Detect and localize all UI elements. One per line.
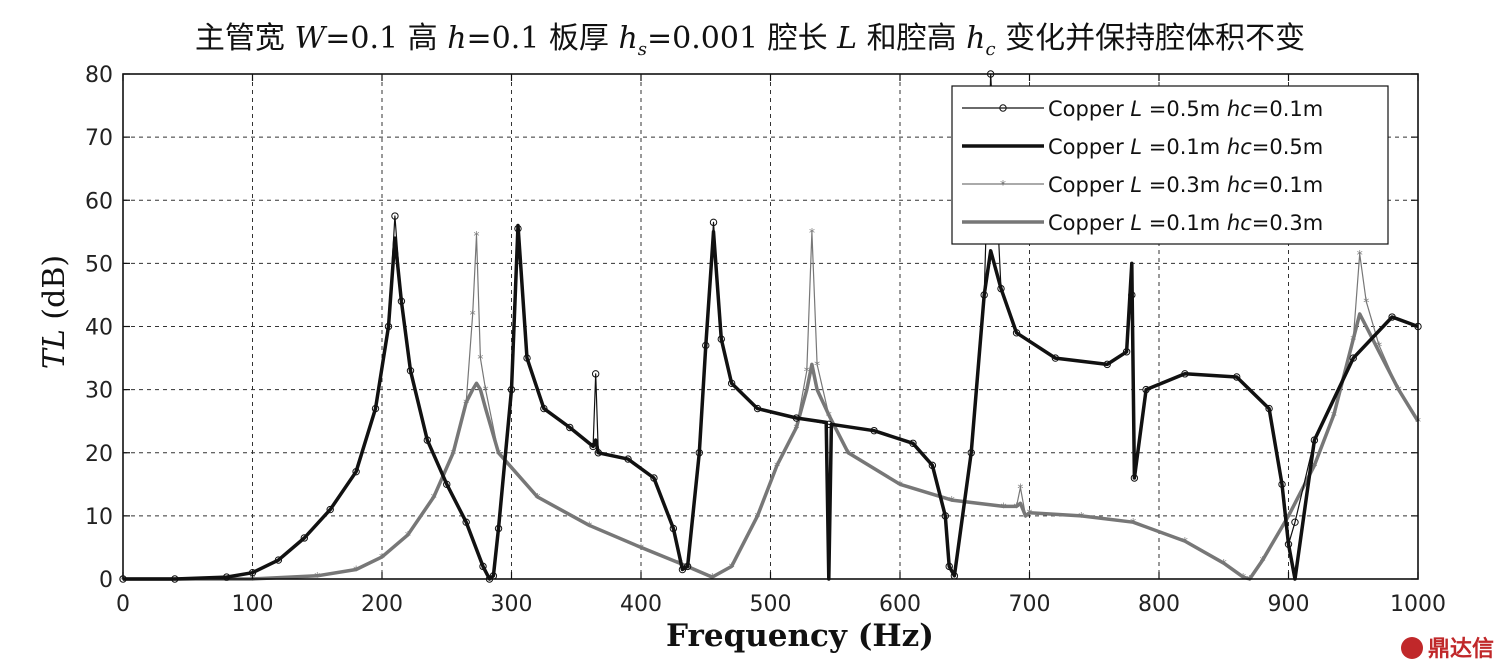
data-point [1291, 518, 1299, 526]
legend-label: Copper L =0.3m hc=0.1m [1048, 173, 1323, 197]
data-point [391, 212, 399, 220]
legend-symbol: L [1130, 97, 1142, 121]
data-point: * [1357, 248, 1363, 262]
title-hs-subscript: s [638, 39, 647, 60]
title-part-3: =0.1 板厚 [467, 21, 619, 56]
y-tick-label: 30 [85, 379, 113, 404]
legend-entry-1: Copper L =0.5m hc=0.1m [962, 97, 1323, 121]
legend-marker: * [1000, 178, 1006, 192]
data-point: * [483, 384, 489, 398]
legend-entry-4: Copper L =0.1m hc=0.3m [962, 211, 1323, 235]
data-point: * [1363, 295, 1369, 309]
series-layer: * * * *************************** * **** * ****… [119, 70, 1422, 587]
title-part-6: 变化并保持腔体积不变 [996, 21, 1306, 56]
title-hc-symbol: h [966, 21, 985, 56]
legend-text-part: =0.1m [1252, 97, 1323, 121]
y-axis-symbol: TL [37, 329, 72, 369]
data-point [709, 218, 718, 227]
legend-symbol: hc [1227, 173, 1252, 197]
y-tick-label: 50 [85, 252, 113, 277]
legend-text-part: =0.1m [1252, 173, 1323, 197]
x-axis-label: Frequency (Hz) [666, 618, 934, 654]
legend-text-part: Copper [1048, 211, 1130, 235]
legend-symbol: L [1130, 173, 1142, 197]
legend-text-part: =0.3m [1142, 173, 1227, 197]
series-line [123, 312, 1420, 581]
legend-text-part: Copper [1048, 97, 1130, 121]
watermark-text: 鼎达信 [1428, 636, 1494, 662]
legend-text-part: =0.1m [1142, 135, 1227, 159]
title-w-symbol: W [294, 21, 327, 56]
y-tick-label: 10 [85, 505, 113, 530]
legend-symbol: hc [1227, 211, 1252, 235]
title-part-5: 和腔高 [857, 21, 966, 56]
legend-text-part: =0.5m [1142, 97, 1227, 121]
series-4 [123, 312, 1420, 581]
title-hc-subscript: c [985, 39, 995, 60]
x-tick-label: 500 [750, 592, 792, 617]
y-axis-unit: (dB) [37, 255, 72, 329]
data-point: * [814, 358, 820, 372]
legend-symbol: L [1130, 135, 1142, 159]
data-point: * [1376, 339, 1382, 353]
series-2 [123, 223, 1419, 581]
title-hs-symbol: h [618, 21, 637, 56]
y-tick-label: 70 [85, 126, 113, 151]
title-h-symbol: h [447, 21, 466, 56]
legend-label: Copper L =0.1m hc=0.3m [1048, 211, 1323, 235]
chart-title: 主管宽 W=0.1 高 h=0.1 板厚 hs=0.001 腔长 L 和腔高 h… [195, 21, 1305, 60]
x-tick-label: 600 [879, 592, 921, 617]
legend-entry-2: Copper L =0.1m hc=0.5m [962, 135, 1323, 159]
data-point [326, 505, 334, 514]
legend-text-part: Copper [1048, 173, 1130, 197]
data-point [300, 534, 308, 542]
x-tick-label: 200 [361, 592, 403, 617]
legend-label: Copper L =0.1m hc=0.5m [1048, 135, 1323, 159]
x-tick-label: 1000 [1390, 592, 1446, 617]
data-point: * [1017, 481, 1023, 495]
data-point [591, 370, 600, 378]
x-tick-label: 800 [1138, 592, 1180, 617]
title-part-4: =0.001 腔长 [647, 21, 837, 56]
data-point [566, 423, 574, 432]
legend-symbol: L [1130, 211, 1142, 235]
data-point: * [474, 229, 480, 243]
x-tick-label: 400 [620, 592, 662, 617]
legend-symbol: hc [1227, 97, 1252, 121]
title-part-2: =0.1 高 [325, 21, 447, 56]
legend-text-part: =0.3m [1252, 211, 1323, 235]
legend-text-part: Copper [1048, 135, 1130, 159]
x-tick-label: 700 [1009, 592, 1051, 617]
y-tick-label: 0 [99, 568, 113, 593]
legend-entry-3: * Copper L =0.3m hc=0.1m [962, 173, 1323, 197]
x-tick-label: 0 [116, 592, 130, 617]
x-tick-label: 900 [1268, 592, 1310, 617]
y-tick-label: 40 [85, 316, 113, 341]
data-point: * [470, 308, 476, 322]
title-l-symbol: L [836, 21, 857, 56]
axis-ticks: 0 100 200 300 400 500 600 700 800 900 1000 0 10 20 30 4… [85, 63, 1446, 617]
data-point: * [809, 226, 815, 240]
title-part-1: 主管宽 [195, 21, 295, 56]
y-tick-label: 20 [85, 442, 113, 467]
legend-box [951, 85, 1389, 245]
y-tick-label: 80 [85, 63, 113, 88]
watermark-logo-icon [1401, 637, 1423, 659]
y-tick-label: 60 [85, 189, 113, 214]
legend-text-part: =0.1m [1142, 211, 1227, 235]
data-point: * [477, 352, 483, 366]
legend-label: Copper L =0.5m hc=0.1m [1048, 97, 1323, 121]
legend-marker [999, 104, 1007, 112]
x-tick-label: 100 [232, 592, 274, 617]
series-line [123, 223, 1419, 581]
legend-text-part: =0.5m [1252, 135, 1323, 159]
legend-symbol: hc [1227, 135, 1252, 159]
y-axis-label: TL (dB) [37, 255, 72, 369]
data-point: * [804, 365, 810, 379]
watermark: 鼎达信 [1401, 636, 1494, 662]
x-tick-label: 300 [491, 592, 533, 617]
